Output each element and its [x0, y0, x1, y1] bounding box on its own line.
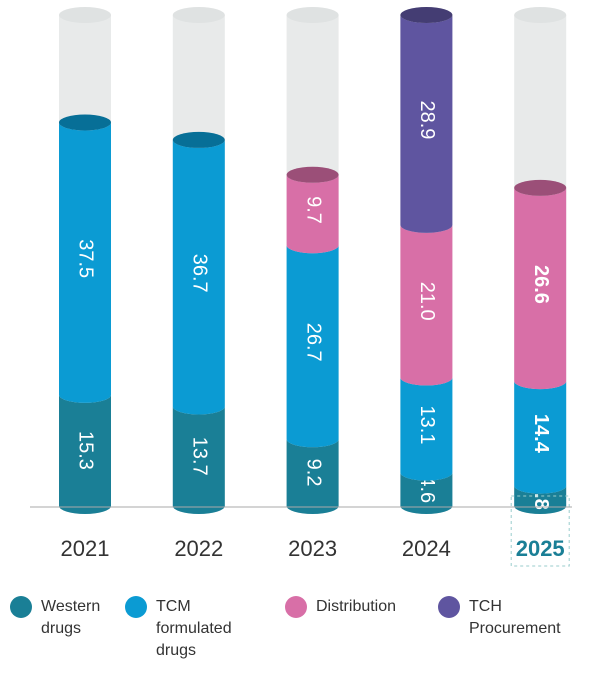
bar-segment	[400, 15, 453, 233]
value-label: 14.4	[530, 414, 552, 454]
bar-background-cap	[172, 7, 225, 23]
bar-cap	[514, 179, 567, 196]
legend-item: Western drugs	[10, 596, 100, 640]
legend-swatch	[125, 596, 147, 618]
x-tick-label: 2024	[402, 536, 451, 561]
bar-background-cap	[59, 7, 111, 23]
x-tick-label: 2023	[288, 536, 337, 561]
bar-background-cap	[286, 7, 339, 23]
value-label: 36.7	[189, 254, 211, 293]
chart: 15.3 37.5 2021 13.7 36.7 2022 9.2 26.7 9.7 2023 4.…	[30, 7, 572, 567]
bar-segment	[514, 187, 567, 390]
bar-segment	[514, 381, 567, 494]
bar-segment	[286, 439, 339, 514]
value-label: 13.1	[416, 406, 438, 445]
value-label: 9.2	[302, 459, 324, 487]
legend-label: TCM formulated drugs	[156, 598, 232, 659]
bar-segment	[172, 406, 225, 514]
value-label: 13.7	[189, 437, 211, 476]
value-label: 9.7	[302, 196, 324, 224]
legend-swatch	[10, 596, 32, 618]
legend-label: TCH Procurement	[469, 598, 561, 637]
value-label: 26.7	[302, 323, 324, 362]
bar-cap	[172, 131, 225, 148]
legend-item: Distribution	[285, 596, 415, 618]
value-label: 4.6	[416, 475, 438, 503]
bar-cap	[286, 166, 339, 183]
x-tick-label: 2021	[61, 536, 110, 561]
bar-cap	[59, 114, 111, 131]
legend-label: Western drugs	[41, 598, 101, 637]
bar-segment	[172, 139, 225, 415]
legend-item: TCM formulated drugs	[125, 596, 245, 662]
bar-cap	[400, 7, 453, 23]
value-label: 15.3	[75, 431, 97, 470]
bar-segment	[286, 174, 339, 254]
value-label: 26.6	[530, 265, 552, 304]
bar-segment	[59, 122, 111, 403]
legend-label: Distribution	[316, 598, 397, 615]
legend-item: TCH Procurement	[438, 596, 588, 640]
value-label: 28.9	[416, 100, 438, 139]
legend-swatch	[438, 596, 460, 618]
bar-segment	[400, 472, 453, 514]
bar-segment	[59, 394, 111, 514]
legend-swatch	[285, 596, 307, 618]
x-tick-label: 2025	[516, 536, 565, 561]
legend: Western drugs TCM formulated drugs Distrib…	[10, 596, 590, 672]
bar-segment	[400, 224, 453, 386]
value-label: 37.5	[75, 239, 97, 278]
x-tick-label: 2022	[174, 536, 223, 561]
highlight-box	[510, 495, 570, 567]
bar-segment	[286, 245, 339, 448]
bar-segment	[400, 377, 453, 481]
value-label: 21.0	[416, 282, 438, 321]
bar-background-cap	[514, 7, 567, 23]
